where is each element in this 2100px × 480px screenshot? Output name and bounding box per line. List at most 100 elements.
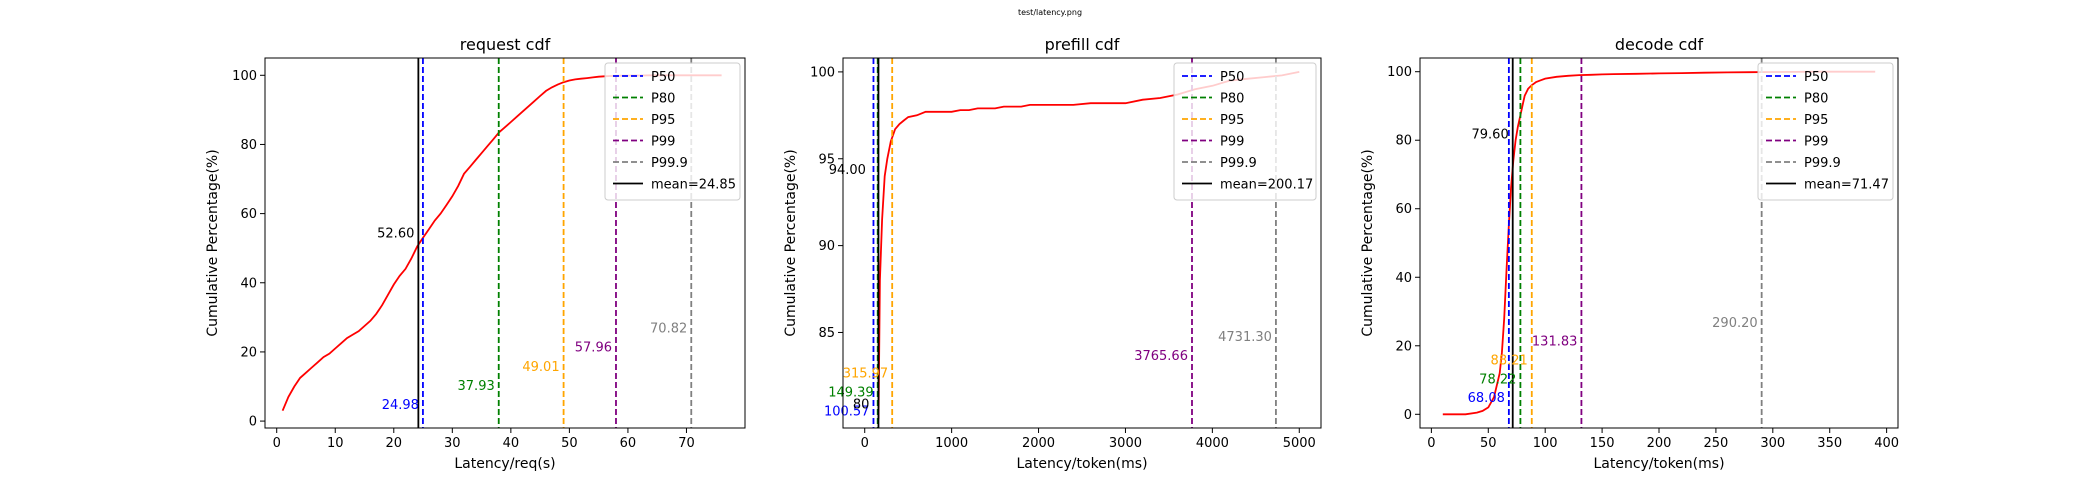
- mean-annotation: 79.60: [1472, 127, 1509, 142]
- y-tick-label: 20: [240, 345, 257, 360]
- legend-entry: P95: [1804, 113, 1828, 128]
- legend-box: [1757, 62, 1894, 201]
- y-tick-label: 20: [1395, 339, 1412, 354]
- legend-entry: P95: [1220, 113, 1244, 128]
- x-axis-label: Latency/req(s): [454, 456, 555, 472]
- y-axis-label: Cumulative Percentage(%): [783, 149, 799, 336]
- x-tick-label: 150: [1590, 436, 1615, 451]
- x-tick-label: 0: [861, 436, 869, 451]
- vline-label: 70.82: [650, 322, 687, 337]
- y-axis-label: Cumulative Percentage(%): [205, 149, 221, 336]
- x-tick-label: 5000: [1283, 436, 1316, 451]
- chart-2: 68.08 78.22 88.21 131.83 290.20 79.60 0 50 100 15…: [1360, 35, 1899, 472]
- vline-label: 88.21: [1491, 353, 1528, 368]
- mean-annotation: 80: [853, 398, 870, 413]
- y-tick-label: 80: [240, 138, 257, 153]
- legend: P50 P80 P95 P99 P99.9 mean=200.17: [1173, 62, 1317, 201]
- axes-frame: [842, 57, 1322, 429]
- legend-entry: P99.9: [651, 156, 688, 171]
- x-tick-label: 100: [1533, 436, 1558, 451]
- x-tick-label: 3000: [1109, 436, 1142, 451]
- x-tick-label: 400: [1874, 436, 1899, 451]
- axes-frame: [264, 57, 746, 429]
- legend-entry: P50: [1220, 70, 1244, 85]
- legend: P50 P80 P95 P99 P99.9 mean=24.85: [604, 62, 741, 201]
- vline-label: 37.93: [458, 379, 495, 394]
- x-tick-label: 350: [1817, 436, 1842, 451]
- y-tick-label: 85: [818, 326, 835, 341]
- x-tick-label: 300: [1760, 436, 1785, 451]
- y-tick-label: 95: [818, 152, 835, 167]
- legend-entry: P50: [1804, 70, 1828, 85]
- x-axis-label: Latency/token(ms): [1016, 456, 1147, 472]
- chart-1: 100.57 149.39 315.97 3765.66 4731.30 94.00 80 0…: [783, 35, 1322, 472]
- y-tick-label: 0: [1404, 408, 1412, 423]
- y-tick-label: 100: [1387, 65, 1412, 80]
- y-tick-label: 100: [232, 69, 257, 84]
- legend-entry: P99.9: [1220, 156, 1257, 171]
- legend-entry: P80: [1804, 92, 1828, 107]
- y-tick-label: 90: [818, 239, 835, 254]
- vline-label: 3765.66: [1134, 349, 1188, 364]
- chart-title: prefill cdf: [1045, 35, 1120, 54]
- y-tick-label: 0: [249, 415, 257, 430]
- x-tick-label: 10: [327, 436, 344, 451]
- vline-label: 4731.30: [1218, 330, 1272, 345]
- cdf-line: [1442, 70, 1876, 416]
- x-tick-label: 20: [386, 436, 403, 451]
- y-axis-label: Cumulative Percentage(%): [1360, 149, 1376, 336]
- legend-entry: P80: [1220, 92, 1244, 107]
- legend-entry: mean=71.47: [1804, 178, 1889, 193]
- legend-entry: mean=200.17: [1220, 178, 1313, 193]
- figure-title: test/latency.png: [1018, 8, 1082, 17]
- legend-entry: P95: [651, 113, 675, 128]
- x-tick-label: 200: [1647, 436, 1672, 451]
- vline-label: 131.83: [1532, 335, 1578, 350]
- legend-entry: P50: [651, 70, 675, 85]
- y-tick-label: 60: [1395, 202, 1412, 217]
- y-tick-label: 100: [810, 65, 835, 80]
- legend-entry: P99: [651, 135, 675, 150]
- y-tick-label: 40: [1395, 271, 1412, 286]
- x-axis-label: Latency/token(ms): [1593, 456, 1724, 472]
- legend-box: [604, 62, 741, 201]
- mean-annotation: 52.60: [377, 227, 414, 242]
- legend-entry: P80: [651, 92, 675, 107]
- legend-entry: P99: [1804, 135, 1828, 150]
- legend-entry: P99.9: [1804, 156, 1841, 171]
- legend-entry: mean=24.85: [651, 178, 736, 193]
- x-tick-label: 0: [273, 436, 281, 451]
- x-tick-label: 50: [561, 436, 578, 451]
- x-tick-label: 70: [678, 436, 695, 451]
- y-tick-label: 80: [1395, 134, 1412, 149]
- vline-label: 315.97: [843, 366, 889, 381]
- vline-label: 100.57: [824, 405, 870, 420]
- vline-label: 24.98: [382, 398, 419, 413]
- plot-area: [1442, 58, 1876, 428]
- vline-label: 68.08: [1468, 391, 1505, 406]
- vline-label: 149.39: [828, 386, 874, 401]
- chart-0: 24.98 37.93 49.01 57.96 70.82 52.60 0 10 20 30 40 5…: [205, 35, 746, 472]
- legend-entry: P99: [1220, 135, 1244, 150]
- x-tick-label: 0: [1427, 436, 1435, 451]
- x-tick-label: 60: [620, 436, 637, 451]
- vline-label: 290.20: [1712, 316, 1758, 331]
- vline-label: 57.96: [575, 341, 612, 356]
- y-tick-label: 60: [240, 207, 257, 222]
- y-tick-label: 40: [240, 276, 257, 291]
- x-tick-label: 50: [1480, 436, 1497, 451]
- x-tick-label: 1000: [935, 436, 968, 451]
- x-tick-label: 2000: [1022, 436, 1055, 451]
- chart-title: request cdf: [460, 35, 551, 54]
- legend: P50 P80 P95 P99 P99.9 mean=71.47: [1757, 62, 1894, 201]
- charts-container: 24.98 37.93 49.01 57.96 70.82 52.60 0 10 20 30 40 5…: [205, 35, 1899, 472]
- x-tick-label: 250: [1703, 436, 1728, 451]
- chart-title: decode cdf: [1615, 35, 1704, 54]
- vline-label: 49.01: [522, 360, 559, 375]
- x-tick-label: 4000: [1196, 436, 1229, 451]
- x-tick-label: 30: [444, 436, 461, 451]
- mean-annotation: 94.00: [829, 163, 866, 178]
- vline-label: 78.22: [1479, 372, 1516, 387]
- x-tick-label: 40: [503, 436, 520, 451]
